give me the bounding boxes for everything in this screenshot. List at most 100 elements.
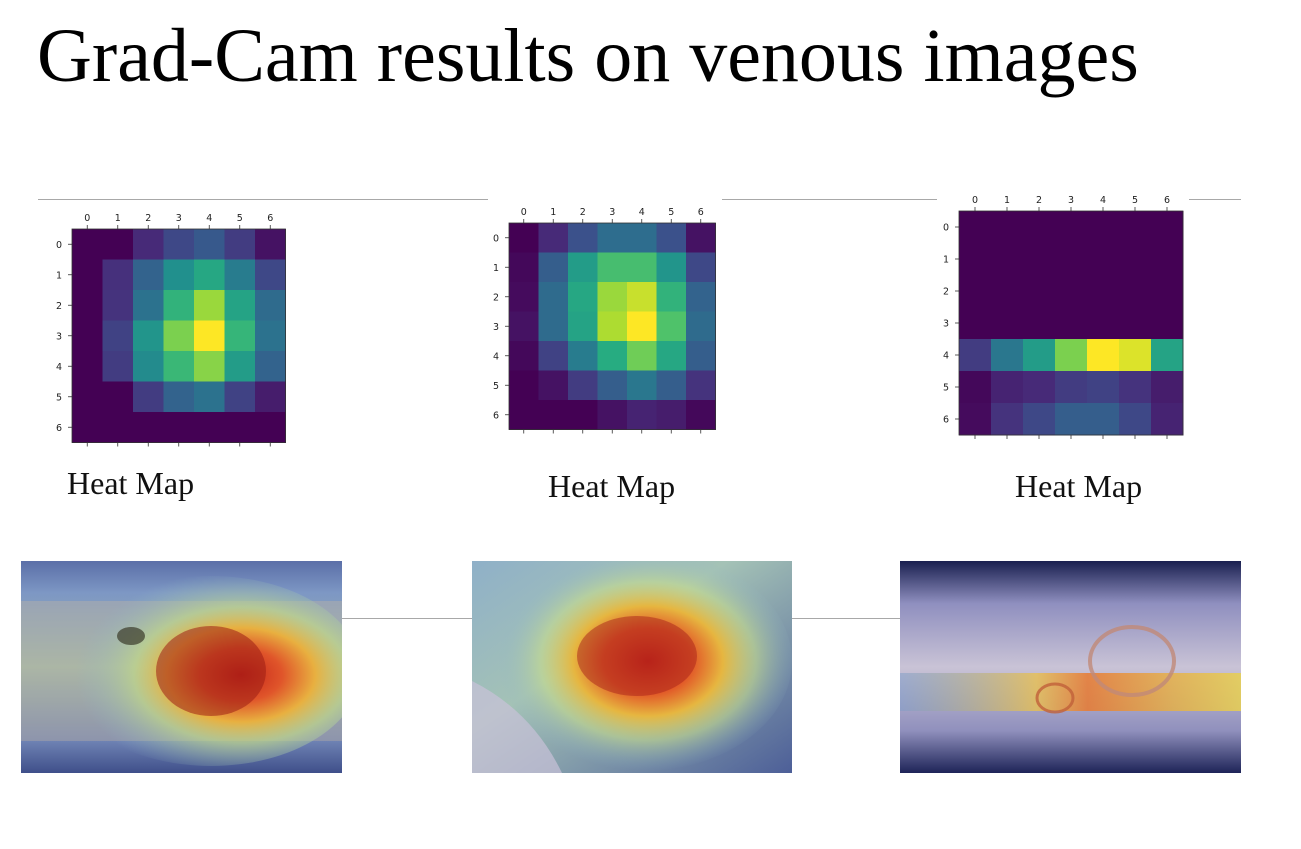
heatmap-3-cell-r5-c5 xyxy=(1119,371,1152,404)
heatmap-1-cell-r4-c1 xyxy=(102,351,134,382)
heatmap-1-cell-r6-c2 xyxy=(133,412,164,443)
heatmap-1-cell-r2-c3 xyxy=(163,290,195,321)
heatmap-2-cell-r3-c0 xyxy=(509,311,539,342)
heatmap-3-cell-r5-c1 xyxy=(991,371,1024,404)
heatmap-3-cell-r0-c5 xyxy=(1119,211,1152,244)
heatmap-1-cell-r5-c3 xyxy=(163,381,195,413)
gradcam-overlay-image-2-graphic xyxy=(472,561,792,773)
heatmap-2-cell-r5-c3 xyxy=(597,370,628,401)
heatmap-3-ytick-label-2: 2 xyxy=(943,287,949,298)
heatmap-1-cell-r3-c3 xyxy=(163,320,195,352)
heatmap-2-cell-r2-c4 xyxy=(627,282,657,312)
heatmap-3-xtick-label-2: 2 xyxy=(1036,195,1042,206)
heatmap-1-xtick-label-6: 6 xyxy=(267,213,273,224)
heatmap-2-cell-r6-c5 xyxy=(656,400,687,430)
heatmap-1-cell-r1-c4 xyxy=(194,259,225,291)
heatmap-1-ytick-label-0: 0 xyxy=(56,240,62,251)
heatmap-3-cell-r2-c0 xyxy=(959,275,992,308)
heatmap-1-ytick-label-3: 3 xyxy=(56,331,62,342)
heatmap-3-cell-r5-c4 xyxy=(1087,371,1120,404)
heatmap-3-cell-r4-c3 xyxy=(1055,339,1088,372)
heatmap-3-ytick-label-4: 4 xyxy=(943,351,949,362)
heatmap-1-cell-r6-c3 xyxy=(163,412,195,443)
heatmap-2-cell-r2-c1 xyxy=(538,282,569,312)
heatmap-2-cell-r4-c6 xyxy=(686,341,716,371)
heatmap-3-xtick-label-1: 1 xyxy=(1004,195,1010,206)
heatmap-1-cell-r0-c0 xyxy=(72,229,103,260)
heatmap-3: 0 1 2 3 4 5 6 0 1 2 3 4 5 6 xyxy=(937,187,1189,443)
heatmap-2-cell-r0-c1 xyxy=(538,223,569,253)
heatmap-2-cell-r1-c6 xyxy=(686,252,716,283)
heatmap-3-ytick-label-1: 1 xyxy=(943,255,949,266)
heatmap-3-cell-r3-c5 xyxy=(1119,307,1152,340)
heatmap-3-cell-r5-c0 xyxy=(959,371,992,404)
heatmap-3-cell-r6-c6 xyxy=(1151,403,1184,436)
heatmap-2-cell-r3-c5 xyxy=(656,311,687,342)
heatmap-1-cell-r1-c2 xyxy=(133,259,164,291)
heatmap-3-cell-r4-c4 xyxy=(1087,339,1120,372)
heatmap-3-cell-r3-c1 xyxy=(991,307,1024,340)
heatmap-3-cell-r0-c4 xyxy=(1087,211,1120,244)
heatmap-3-cell-r3-c4 xyxy=(1087,307,1120,340)
heatmap-3-cell-r4-c0 xyxy=(959,339,992,372)
heatmap-3-ytick-label-3: 3 xyxy=(943,319,949,330)
heatmap-2-ytick-label-5: 5 xyxy=(493,381,499,392)
heatmap-3-cell-r1-c5 xyxy=(1119,243,1152,276)
heatmap-1-cell-r3-c2 xyxy=(133,320,164,352)
heatmap-3-xtick-label-6: 6 xyxy=(1164,195,1170,206)
heatmap-3-cell-r3-c6 xyxy=(1151,307,1184,340)
heatmap-2-cell-r4-c3 xyxy=(597,341,628,371)
heatmap-1-cell-r1-c3 xyxy=(163,259,195,291)
heatmap-2-cell-r2-c2 xyxy=(568,282,598,312)
heatmap-3-cell-r0-c6 xyxy=(1151,211,1184,244)
heatmap-1-cell-r6-c4 xyxy=(194,412,225,443)
heatmap-1-cell-r1-c0 xyxy=(72,259,103,291)
heatmap-2-cell-r0-c2 xyxy=(568,223,598,253)
heatmap-2-xtick-label-2: 2 xyxy=(580,207,586,218)
heatmap-2-cell-r2-c3 xyxy=(597,282,628,312)
heatmap-1-cell-r2-c5 xyxy=(224,290,256,321)
heatmap-1-ytick-label-1: 1 xyxy=(56,270,62,281)
heatmap-3-cell-r3-c2 xyxy=(1023,307,1056,340)
heatmap-1-cell-r2-c4 xyxy=(194,290,225,321)
heatmap-3-cell-r2-c2 xyxy=(1023,275,1056,308)
heatmap-3-cell-r4-c1 xyxy=(991,339,1024,372)
heatmap-2-ytick-label-3: 3 xyxy=(493,322,499,333)
heatmap-1-xtick-label-3: 3 xyxy=(176,213,182,224)
heatmap-2-cell-r5-c6 xyxy=(686,370,716,401)
heatmap-3-cell-r2-c4 xyxy=(1087,275,1120,308)
heatmap-2-cell-r5-c5 xyxy=(656,370,687,401)
heatmap-1-xtick-label-1: 1 xyxy=(115,213,121,224)
heatmap-2-cell-r1-c4 xyxy=(627,252,657,283)
page-title: Grad-Cam results on venous images xyxy=(37,14,1139,98)
heatmap-3-cell-r2-c6 xyxy=(1151,275,1184,308)
heatmap-3-svg: 0 1 2 3 4 5 6 0 1 2 3 4 5 6 xyxy=(943,195,1184,439)
heatmap-2-cell-r1-c0 xyxy=(509,252,539,283)
heatmap-2-caption: Heat Map xyxy=(548,468,676,504)
heatmap-1-cell-r2-c6 xyxy=(255,290,286,321)
heatmap-2-cell-r3-c3 xyxy=(597,311,628,342)
heatmap-1-cell-r1-c1 xyxy=(102,259,134,291)
heatmap-3-cell-r0-c3 xyxy=(1055,211,1088,244)
heatmap-3-cell-r2-c1 xyxy=(991,275,1024,308)
heatmap-1-cell-r1-c6 xyxy=(255,259,286,291)
heatmap-1-cell-r4-c6 xyxy=(255,351,286,382)
heatmap-1-cell-r0-c4 xyxy=(194,229,225,260)
heatmap-2-xtick-label-5: 5 xyxy=(668,207,674,218)
heatmap-3-cell-r5-c6 xyxy=(1151,371,1184,404)
gradcam-overlay-image-2 xyxy=(472,561,792,773)
heatmap-1-cell-r5-c4 xyxy=(194,381,225,413)
heatmap-3-caption: Heat Map xyxy=(1015,468,1143,504)
heatmap-2-cell-r3-c6 xyxy=(686,311,716,342)
heatmap-2-cell-r1-c1 xyxy=(538,252,569,283)
heatmap-1-cell-r5-c2 xyxy=(133,381,164,413)
heatmap-2-cell-r1-c3 xyxy=(597,252,628,283)
heatmap-3-xtick-label-5: 5 xyxy=(1132,195,1138,206)
heatmap-3-cell-r1-c0 xyxy=(959,243,992,276)
heatmap-2-cell-r0-c0 xyxy=(509,223,539,253)
heatmap-1-cell-r6-c0 xyxy=(72,412,103,443)
heatmap-3-cell-r0-c0 xyxy=(959,211,992,244)
heatmap-2-ytick-label-6: 6 xyxy=(493,410,499,421)
heatmap-1-xtick-label-4: 4 xyxy=(206,213,212,224)
heatmap-3-cell-r2-c5 xyxy=(1119,275,1152,308)
